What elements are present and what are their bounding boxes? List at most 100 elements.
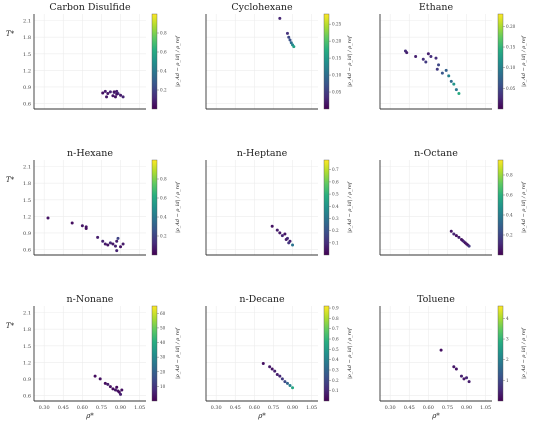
data-point xyxy=(449,229,453,233)
data-point xyxy=(105,95,109,99)
colorbar-tick-label: 0.7 xyxy=(332,167,339,172)
subplot-n-hexane: n-Hexane 0.6 0.9 1.2 1.5 1.8 2.1 T* 0.2 0.4 0.6 0.8… xyxy=(6,148,181,256)
data-point xyxy=(465,376,469,380)
data-point xyxy=(288,384,292,388)
y-tick-label: 2.1 xyxy=(23,19,31,25)
data-point xyxy=(116,236,120,240)
data-point xyxy=(111,94,115,98)
data-point xyxy=(103,89,107,93)
subplot-title: n-Heptane xyxy=(237,148,288,159)
data-point xyxy=(273,369,277,373)
data-point xyxy=(80,224,84,228)
data-point xyxy=(113,244,117,248)
colorbar xyxy=(497,159,504,256)
y-tick-label: 1.8 xyxy=(23,327,31,333)
colorbar-tick-label: 40 xyxy=(160,340,166,345)
colorbar-tick-label: 60 xyxy=(160,311,166,316)
data-point xyxy=(291,386,295,390)
x-tick-label: 0.45 xyxy=(404,405,415,411)
x-tick-label: 0.60 xyxy=(249,405,260,411)
colorbar-tick-label: 0.3 xyxy=(332,216,339,221)
x-tick-label: 0.90 xyxy=(115,405,126,411)
data-point xyxy=(405,51,409,55)
data-point xyxy=(467,244,471,248)
x-tick-label: 0.30 xyxy=(39,405,50,411)
colorbar-tick-label: 0.10 xyxy=(506,65,516,70)
data-point xyxy=(457,92,461,96)
data-point xyxy=(115,249,119,253)
data-point xyxy=(115,92,119,96)
colorbar-tick-label: 0.9 xyxy=(332,306,339,311)
data-point xyxy=(288,38,292,42)
data-point xyxy=(96,235,100,239)
y-axis-label: T* xyxy=(6,322,15,330)
data-point xyxy=(435,67,439,71)
colorbar-tick-label: 0.6 xyxy=(332,179,339,184)
colorbar-tick-label: 0.15 xyxy=(332,56,342,61)
data-point xyxy=(447,74,451,78)
data-point xyxy=(111,242,115,246)
colorbar-label: |ρ_Ad − ρ_ld| / ρ_ref xyxy=(175,35,181,87)
data-point xyxy=(270,367,274,371)
y-tick-label: 1.8 xyxy=(23,35,31,41)
data-point xyxy=(284,238,288,242)
y-tick-label: 0.9 xyxy=(23,377,31,383)
colorbar-tick-label: 4 xyxy=(506,316,509,321)
data-point xyxy=(106,382,110,386)
subplot-n-decane: n-Decane 0.30 0.45 0.60 0.75 0.90 1.05 ρ* 0.1 0.2… xyxy=(205,294,353,420)
colorbar xyxy=(497,13,504,110)
x-tick-label: 1.05 xyxy=(480,405,491,411)
data-point xyxy=(113,95,117,99)
colorbar-tick-label: 0.20 xyxy=(506,24,516,29)
data-point xyxy=(268,365,272,369)
data-point xyxy=(108,90,112,94)
y-tick-label: 2.1 xyxy=(23,165,31,171)
y-tick-label: 0.9 xyxy=(23,231,31,237)
subplot-toluene: Toluene 0.30 0.45 0.60 0.75 0.90 1.05 ρ* 1 2 3 4 |ρ_… xyxy=(379,294,527,420)
y-tick-label: 1.2 xyxy=(23,360,31,366)
colorbar-label: |ρ_Ad − ρ_ld| / ρ_ref xyxy=(175,181,181,233)
colorbar-tick-label: 0.10 xyxy=(332,73,342,78)
colorbar-tick-label: 0.4 xyxy=(160,215,167,220)
colorbar-tick-label: 0.7 xyxy=(332,326,339,331)
data-point xyxy=(424,60,428,64)
data-point xyxy=(454,234,458,238)
colorbar xyxy=(323,159,330,256)
colorbar-tick-label: 0.05 xyxy=(506,86,516,91)
data-point xyxy=(459,374,463,378)
colorbar-tick-label: 0.2 xyxy=(332,378,339,383)
data-point xyxy=(292,45,296,49)
colorbar-tick-label: 0.25 xyxy=(332,22,342,27)
colorbar-label: |ρ_Ad − ρ_ld| / ρ_ref xyxy=(521,327,527,379)
colorbar-tick-label: 0.5 xyxy=(332,347,339,352)
x-tick-label: 0.75 xyxy=(268,405,279,411)
y-tick-label: 0.6 xyxy=(23,393,31,399)
data-point xyxy=(111,387,115,391)
colorbar-tick-label: 0.6 xyxy=(332,337,339,342)
x-tick-label: 0.75 xyxy=(442,405,453,411)
data-point xyxy=(444,68,448,72)
subplot-n-heptane: n-Heptane 0.1 0.2 0.3 0.4 0.5 0.6 0.7 |ρ_Ad − ρ_… xyxy=(205,148,353,256)
subplot-title: n-Octane xyxy=(414,148,458,159)
colorbar-tick-label: 20 xyxy=(160,369,166,374)
colorbar-tick-label: 0.1 xyxy=(332,388,339,393)
colorbar-tick-label: 0.4 xyxy=(160,69,167,74)
data-point xyxy=(115,89,119,93)
data-point xyxy=(280,377,284,381)
data-point xyxy=(454,367,458,371)
colorbar-tick-label: 0.2 xyxy=(506,233,513,238)
data-point xyxy=(437,63,441,67)
data-point xyxy=(429,55,433,59)
colorbar-tick-label: 0.8 xyxy=(506,173,513,178)
colorbar-tick-label: 50 xyxy=(160,325,166,330)
data-point xyxy=(283,232,287,236)
data-point xyxy=(287,35,291,39)
colorbar-label: |ρ_Ad − ρ_ld| / ρ_ref xyxy=(521,35,527,87)
colorbar xyxy=(323,13,330,110)
colorbar-tick-label: 0.8 xyxy=(160,177,167,182)
data-point xyxy=(449,79,453,83)
y-tick-label: 1.5 xyxy=(23,198,31,204)
colorbar-tick-label: 0.4 xyxy=(332,204,339,209)
colorbar-tick-label: 0.20 xyxy=(332,39,342,44)
x-tick-label: 0.60 xyxy=(423,405,434,411)
